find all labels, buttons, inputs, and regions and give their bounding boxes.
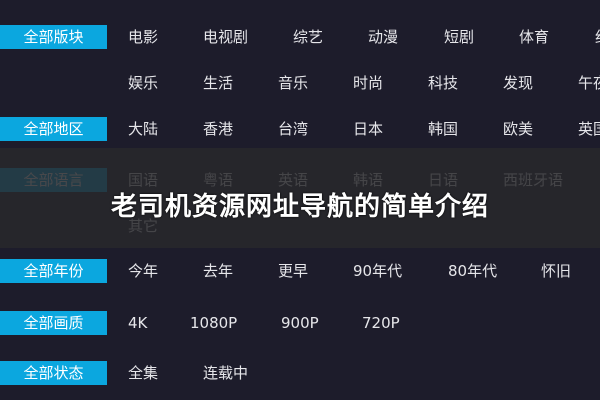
filter-option[interactable]: 1080P (190, 314, 238, 332)
filter-row: 全部状态 全集 连载中 (0, 361, 600, 385)
filter-option[interactable]: 大陆 (128, 120, 159, 138)
filter-option[interactable]: 电影 (128, 28, 159, 46)
filter-option[interactable]: 英国 (578, 120, 600, 138)
filter-option[interactable]: 短剧 (444, 28, 475, 46)
filter-option[interactable]: 体育 (519, 28, 550, 46)
title-overlay (0, 148, 600, 248)
filter-option[interactable]: 香港 (203, 120, 234, 138)
filter-option[interactable]: 全集 (128, 364, 159, 382)
filter-option[interactable]: 怀旧 (541, 262, 572, 280)
filter-row: 全部地区 大陆 香港 台湾 日本 韩国 欧美 英国 (0, 117, 600, 141)
filter-option[interactable]: 4K (128, 314, 148, 332)
filter-option[interactable]: 900P (281, 314, 319, 332)
filter-option[interactable]: 欧美 (503, 120, 534, 138)
filter-row: 娱乐 生活 音乐 时尚 科技 发现 午夜 (0, 71, 600, 95)
filter-category-label[interactable]: 全部状态 (0, 361, 107, 385)
filter-row: 全部画质 4K 1080P 900P 720P (0, 311, 600, 335)
filter-option[interactable]: 日本 (353, 120, 384, 138)
filter-option[interactable]: 90年代 (353, 262, 403, 280)
filter-category-label[interactable]: 全部版块 (0, 25, 107, 49)
filter-option[interactable]: 电视剧 (203, 28, 249, 46)
filter-row: 全部版块 电影 电视剧 综艺 动漫 短剧 体育 纪 (0, 25, 600, 49)
filter-option[interactable]: 午夜 (578, 74, 600, 92)
filter-option[interactable]: 去年 (203, 262, 234, 280)
filter-option[interactable]: 韩国 (428, 120, 459, 138)
filter-option[interactable]: 更早 (278, 262, 309, 280)
filter-option[interactable]: 连载中 (203, 364, 249, 382)
filter-option[interactable]: 发现 (503, 74, 534, 92)
filter-category-label[interactable]: 全部地区 (0, 117, 107, 141)
filter-category-label[interactable]: 全部画质 (0, 311, 107, 335)
filter-option[interactable]: 娱乐 (128, 74, 159, 92)
filter-option[interactable]: 科技 (428, 74, 459, 92)
filter-option[interactable]: 综艺 (293, 28, 324, 46)
filter-option[interactable]: 生活 (203, 74, 234, 92)
filter-option[interactable]: 时尚 (353, 74, 384, 92)
filter-category-label[interactable]: 全部年份 (0, 259, 107, 283)
filter-option[interactable]: 720P (362, 314, 400, 332)
filter-option[interactable]: 80年代 (448, 262, 498, 280)
filter-option[interactable]: 音乐 (278, 74, 309, 92)
filter-option[interactable]: 今年 (128, 262, 159, 280)
filter-option[interactable]: 台湾 (278, 120, 309, 138)
filter-row: 全部年份 今年 去年 更早 90年代 80年代 怀旧 (0, 259, 600, 283)
filter-option[interactable]: 纪 (595, 25, 600, 49)
article-title: 老司机资源网址导航的简单介绍 (110, 192, 489, 222)
filter-option[interactable]: 动漫 (368, 28, 399, 46)
